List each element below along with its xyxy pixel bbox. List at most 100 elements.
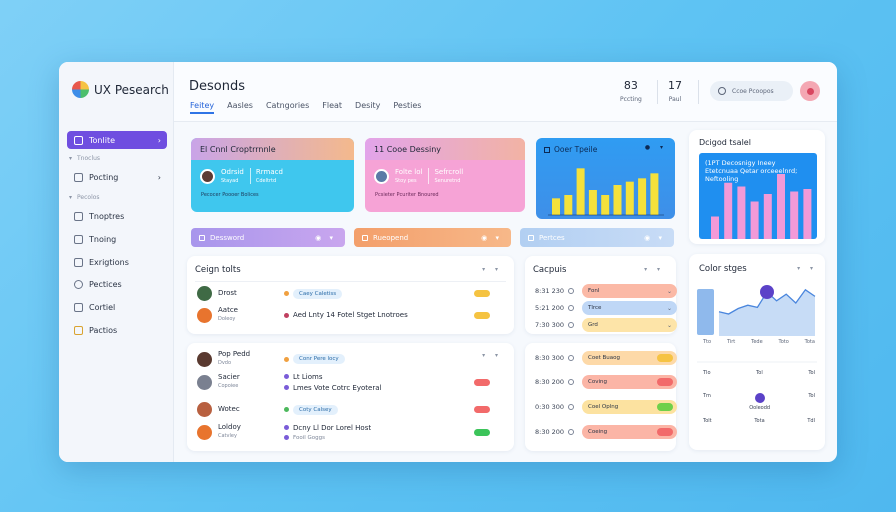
bar	[724, 182, 733, 239]
panel-title: Dcigod tsalel	[699, 138, 751, 147]
pill-dessword[interactable]: Dessword ◉ ▾	[191, 228, 345, 247]
sidebar-item-label: Tonlite	[89, 135, 115, 145]
avatar[interactable]	[800, 81, 820, 101]
tab-feitey[interactable]: Feitey	[190, 101, 215, 114]
sidebar-item[interactable]: Cortiel	[67, 298, 167, 316]
design-tasks-panel: Ceign tolts ▾ ▾ Drost Caey Caletiss Aatc…	[187, 256, 514, 334]
toggle-knob[interactable]	[657, 378, 673, 386]
area-fill	[719, 289, 815, 336]
table-row[interactable]: Aatce Doleoy Aed Lnty 14 Fotel Stget Lnot…	[197, 306, 504, 324]
bar-chart	[548, 168, 664, 216]
avatar	[197, 424, 212, 440]
capacity-row[interactable]: 5:21 200 Tlrce ⌄	[535, 301, 677, 315]
card-body: Folte lol Stoy pes Sefrcroll Senuretnd	[365, 160, 525, 192]
row-detail: Conr Pere locy	[284, 354, 345, 364]
table-row[interactable]: Wotec Coty Calsey	[197, 402, 504, 417]
pill-actions[interactable]: ◉ ▾	[481, 233, 502, 242]
table-row[interactable]: Loldoy Catvley Dcny Ll Dor Lorel Host Foo…	[197, 423, 504, 441]
pill-actions[interactable]: ◉ ▾	[315, 233, 336, 242]
status-dot	[284, 385, 289, 390]
clock-icon	[568, 355, 574, 361]
document-icon	[362, 234, 368, 241]
pill-actions[interactable]: ◉ ▾	[644, 233, 665, 242]
panel-controls[interactable]: ▾ ▾	[644, 266, 664, 273]
toggle-knob[interactable]	[657, 428, 673, 436]
sidebar-item[interactable]: Tnoptres	[67, 207, 167, 225]
search-input[interactable]: Ccoe Pcoopos	[710, 81, 793, 101]
chart-text: (1PT Decosnigy Ineey Etetcnuaa Qetar orc…	[705, 159, 798, 183]
clock-icon	[568, 305, 574, 311]
table-row[interactable]: Drost Caey Caletiss	[197, 286, 504, 301]
capacity-row[interactable]: 8:31 230 Fonl ⌄	[535, 284, 677, 298]
capacity-panel: Cacpuis ▾ ▾ 8:31 230 Fonl ⌄ 5:21 200 Tlrce ⌄…	[525, 256, 677, 334]
team-list-panel: ▾ ▾ Pop Pedd Dvdo Conr Pere locy Sacier Co…	[187, 343, 514, 451]
tab-aasles[interactable]: Aasles	[227, 101, 253, 110]
toggle-knob[interactable]	[657, 403, 673, 411]
clock-icon	[568, 404, 574, 410]
clock-icon	[568, 322, 574, 328]
x-tick-label: Tto	[703, 339, 712, 345]
status-dot	[284, 312, 289, 318]
panel-controls[interactable]: ▾ ▾	[482, 266, 502, 273]
row-name: Sacier Copoiee	[218, 373, 240, 389]
tab-catngories[interactable]: Catngories	[265, 101, 310, 110]
status-dot	[284, 425, 289, 430]
card-lines: Rrmacd Cdeltrtd	[249, 168, 283, 184]
sidebar-item[interactable]: Exrigtions	[67, 253, 167, 271]
status-dot	[284, 291, 289, 296]
stat-pccting: 83 Pccting	[620, 79, 642, 103]
project-card[interactable]: 11 Cooe Dessiny Folte lol Stoy pes Sefrc…	[365, 138, 525, 212]
row-name: Aatce Doleoy	[218, 306, 238, 322]
bar	[638, 178, 647, 215]
project-card[interactable]: El Cnnl Croptrrnnle Odrsid Stayad Rrmacd…	[191, 138, 354, 212]
sidebar-item[interactable]: Tnoing	[67, 230, 167, 248]
panel-controls[interactable]: ▾ ▾	[482, 352, 502, 359]
schedule-row[interactable]: 8:30 300 Coet Buaog	[535, 351, 677, 365]
tab-bar: Feitey Aasles Catngories Fleat Desity Pe…	[190, 101, 421, 114]
bar-chart	[711, 174, 812, 239]
schedule-row[interactable]: 8:30 200 Coeing	[535, 425, 677, 439]
tab-fleat[interactable]: Fleat	[322, 101, 343, 110]
bar	[576, 168, 585, 215]
sidebar-item[interactable]: Pectices	[67, 275, 167, 293]
schedule-row[interactable]: 0:30 300 Coel Oplng	[535, 400, 677, 414]
x-tick-label: Tota	[804, 339, 815, 345]
brand[interactable]: UX Pesearch	[72, 81, 169, 98]
card-lines: Folte lol Stoy pes	[395, 168, 423, 184]
chevron-right-icon: ›	[157, 135, 161, 145]
schedule-bar: Coet Buaog	[582, 351, 677, 365]
table-row[interactable]: Pop Pedd Dvdo Conr Pere locy	[197, 350, 504, 368]
pill-pertces[interactable]: Pertces ◉ ▾	[520, 228, 674, 247]
panel-title: Ceign tolts	[195, 265, 241, 275]
avatar	[374, 168, 389, 184]
chart-card[interactable]: Ooer Tpeile ● ▾	[536, 138, 675, 219]
tab-desity[interactable]: Desity	[355, 101, 381, 110]
bar	[564, 195, 573, 215]
app-window: UX Pesearch Tonlite › ▾ Tnoclus Pocting ›…	[59, 62, 837, 462]
document-icon	[199, 234, 205, 241]
row-detail: Coty Calsey	[284, 404, 338, 415]
capacity-row[interactable]: 7:30 300 Grd ⌄	[535, 318, 677, 332]
sidebar-item[interactable]: Pocting ›	[67, 168, 167, 186]
sidebar-section: ▾ Pecolos	[69, 194, 100, 201]
highlight-point[interactable]	[760, 285, 774, 299]
status-dot[interactable]	[754, 393, 765, 403]
card-lines: Sefrcroll Senuretnd	[428, 168, 463, 184]
bar	[601, 195, 610, 215]
bar	[650, 173, 659, 215]
panel-title: Color stges	[699, 264, 747, 274]
table-row[interactable]: Sacier Copoiee Lt Lioms Lmes Vote Cotrc E…	[197, 373, 504, 392]
area-chart	[697, 285, 817, 363]
sidebar-item-active[interactable]: Tonlite ›	[67, 131, 167, 149]
pill-rueopend[interactable]: Rueopend ◉ ▾	[354, 228, 511, 247]
sidebar-item[interactable]: Pactios	[67, 321, 167, 339]
tab-pesties[interactable]: Pesties	[393, 101, 422, 110]
avatar	[197, 402, 212, 417]
toggle-knob[interactable]	[657, 354, 673, 362]
panel-controls[interactable]: ▾ ▾	[797, 265, 817, 272]
schedule-row[interactable]: 8:30 200 Coving	[535, 375, 677, 389]
card-actions[interactable]: ● ▾	[644, 144, 667, 151]
card-title: 11 Cooe Dessiny	[365, 138, 525, 160]
capacity-bar: Tlrce ⌄	[582, 301, 677, 315]
status-badge	[474, 428, 490, 436]
